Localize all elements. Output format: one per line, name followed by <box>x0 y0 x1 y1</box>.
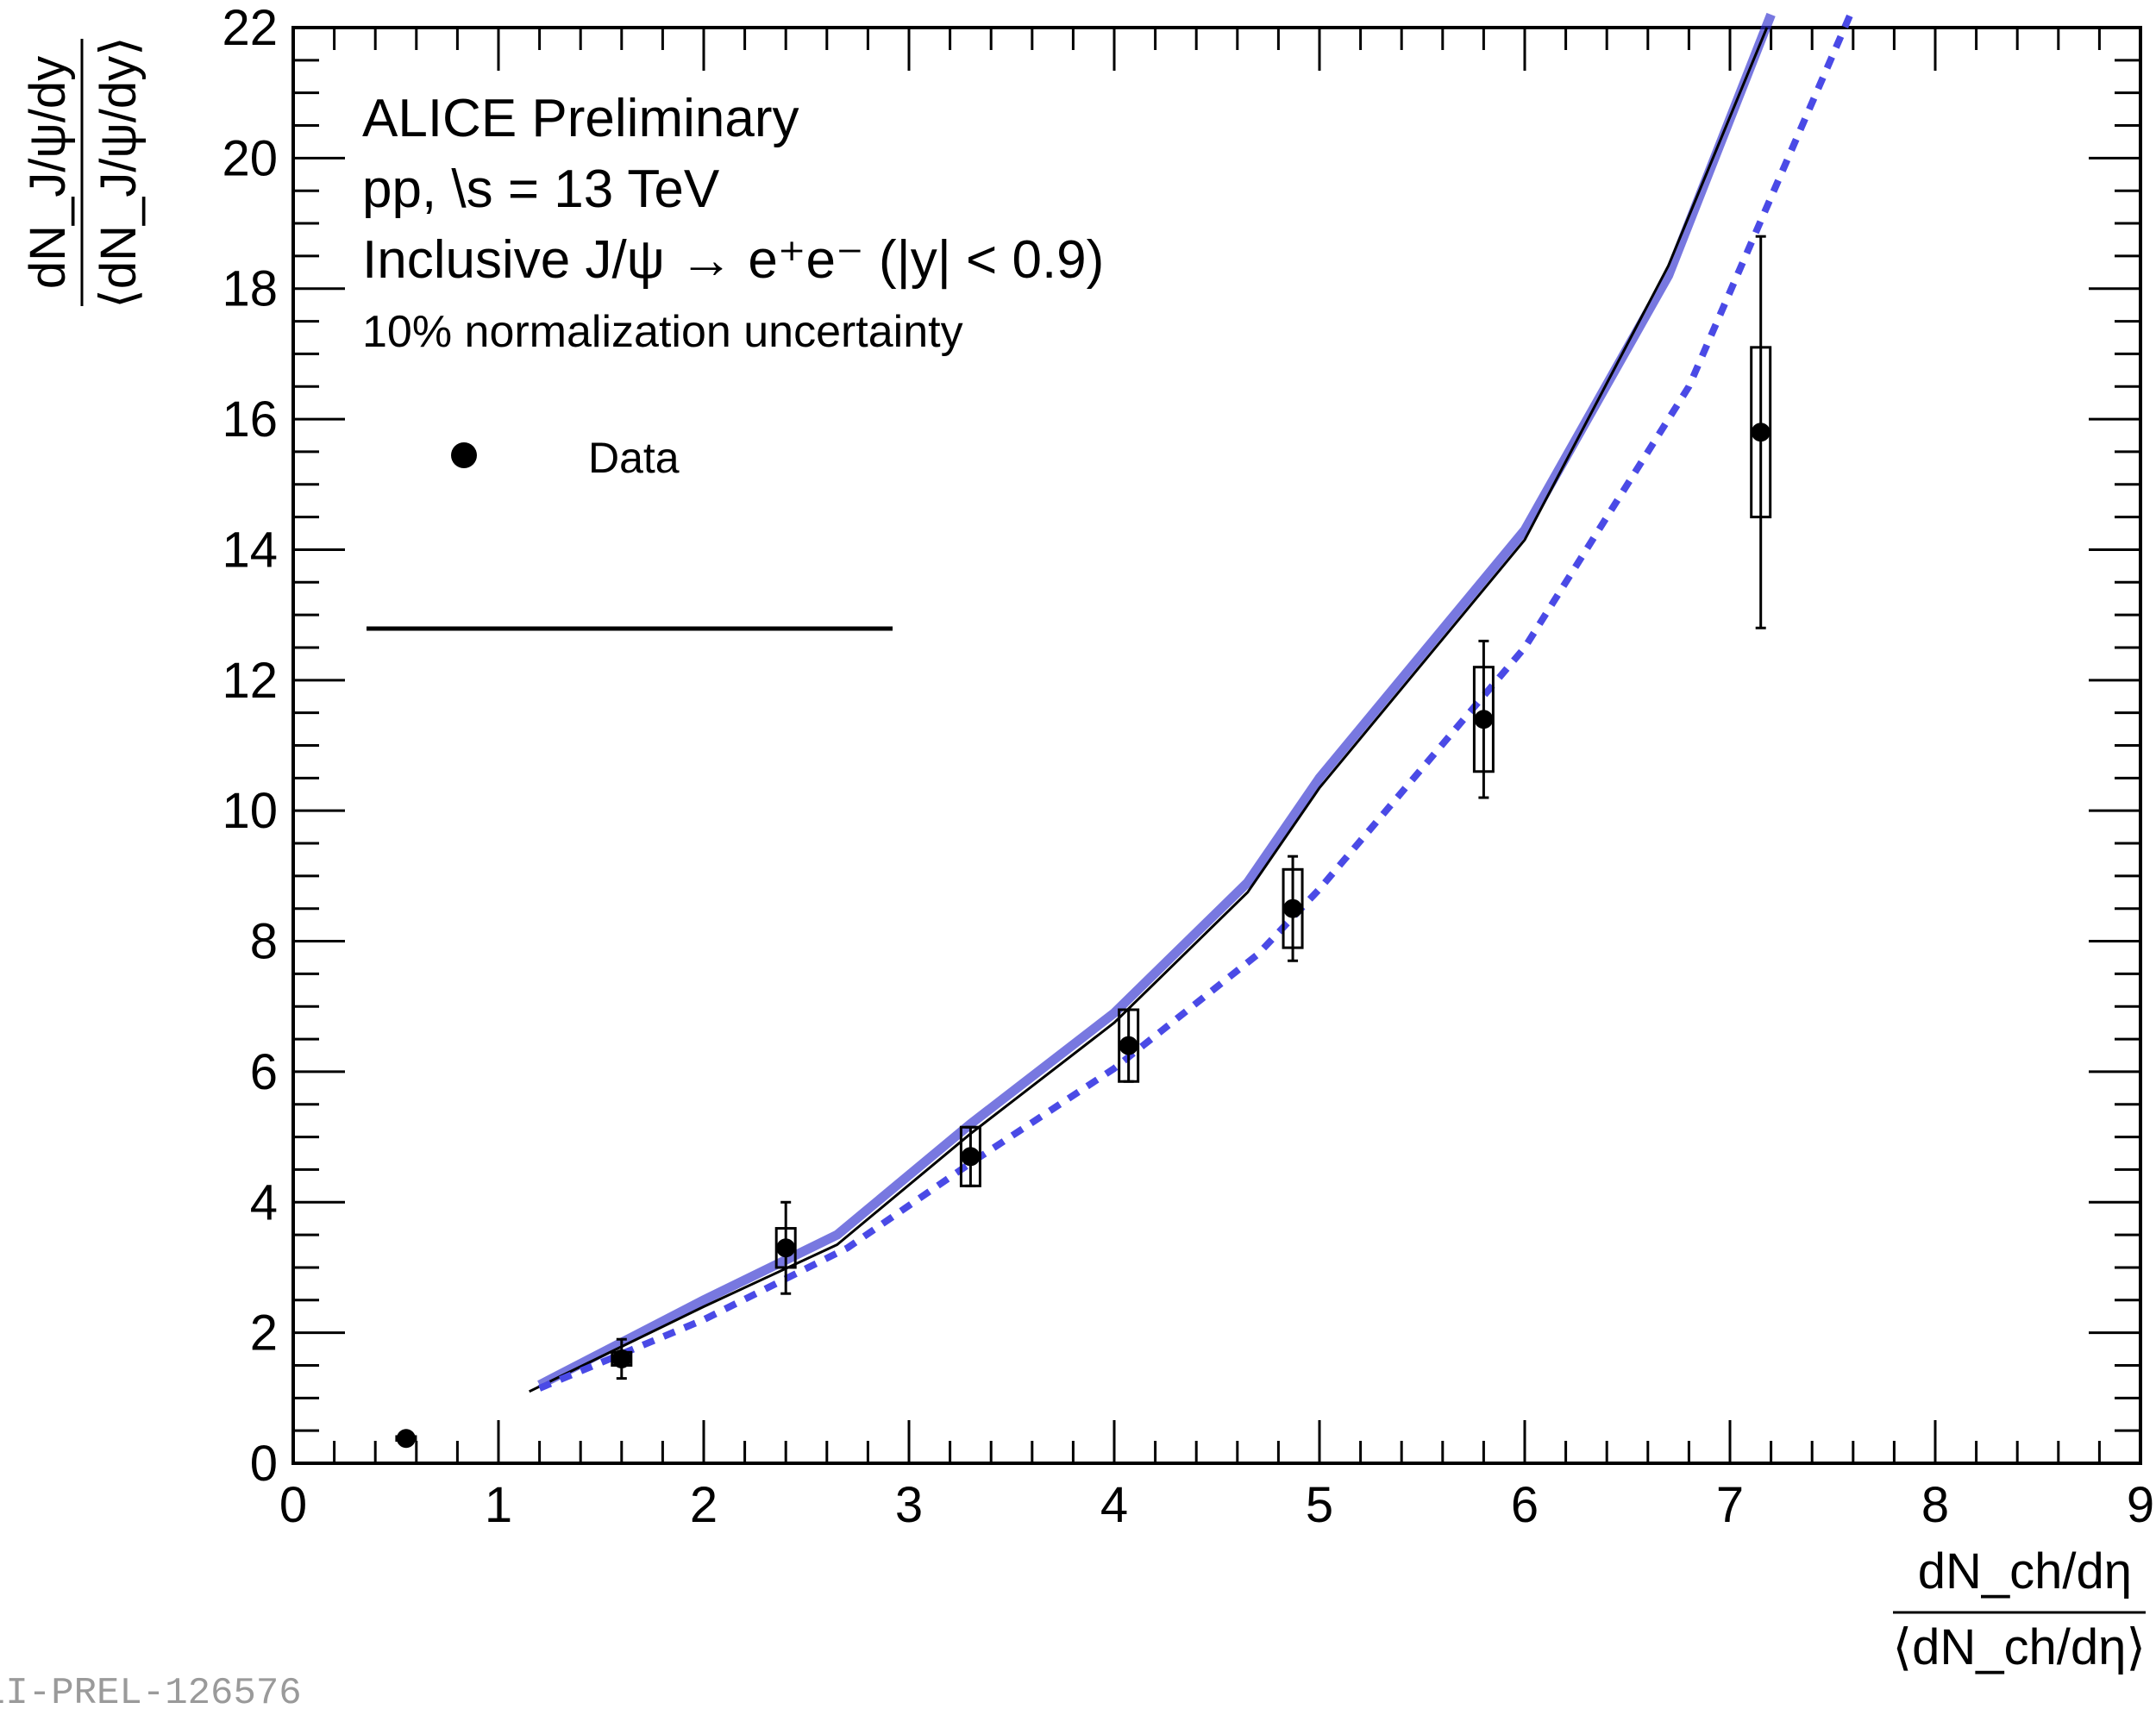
legend-marker-data <box>451 442 477 468</box>
model-band-curve <box>537 12 1776 1390</box>
y-tick-label: 8 <box>250 914 278 970</box>
y-axis-label-numerator: dN_J/ψ/dy <box>20 56 76 289</box>
data-marker <box>1751 423 1771 442</box>
y-tick-label: 0 <box>250 1436 278 1492</box>
watermark-label: LI-PREL-126576 <box>0 1672 302 1709</box>
annotation-normalization: 10% normalization uncertainty <box>362 307 963 357</box>
y-axis-label: dN_J/ψ/dy ⟨dN_J/ψ/dy⟩ <box>20 36 147 309</box>
y-tick-label: 12 <box>222 653 278 709</box>
x-axis-label: dN_ch/dη ⟨dN_ch/dη⟩ <box>1892 1543 2146 1675</box>
x-tick-label: 5 <box>1306 1477 1333 1533</box>
data-point <box>611 1337 633 1380</box>
y-tick-label: 2 <box>250 1305 278 1362</box>
y-tick-label: 10 <box>222 783 278 839</box>
model-curves <box>529 6 1857 1393</box>
data-marker <box>776 1238 796 1258</box>
data-point <box>1118 1008 1140 1083</box>
data-marker <box>611 1349 631 1368</box>
annotation-system: pp, \s = 13 TeV <box>362 160 720 219</box>
x-tick-label: 1 <box>485 1477 512 1533</box>
x-axis-label-numerator: dN_ch/dη <box>1918 1543 2132 1599</box>
x-tick-label: 3 <box>895 1477 923 1533</box>
x-tick-label: 4 <box>1100 1477 1128 1533</box>
data-point <box>1750 235 1772 629</box>
x-tick-label: 6 <box>1511 1477 1539 1533</box>
data-point <box>1472 639 1495 799</box>
axis-ticks <box>291 26 2142 1465</box>
x-tick-label: 7 <box>1716 1477 1744 1533</box>
x-tick-label: 8 <box>1921 1477 1949 1533</box>
data-points <box>395 235 1772 1449</box>
legend-label-data: Data <box>588 434 680 482</box>
y-axis-label-denominator: ⟨dN_J/ψ/dy⟩ <box>91 36 147 309</box>
legend: Data <box>367 434 893 631</box>
data-marker <box>961 1147 981 1167</box>
model-line-curve <box>529 27 1769 1393</box>
x-tick-label: 2 <box>690 1477 718 1533</box>
data-marker <box>396 1429 416 1449</box>
y-tick-label: 18 <box>222 261 278 317</box>
y-tick-label: 22 <box>222 0 278 56</box>
data-point <box>959 1125 981 1187</box>
y-tick-label: 4 <box>250 1174 278 1230</box>
annotation-experiment: ALICE Preliminary <box>362 89 799 148</box>
x-tick-label: 9 <box>2127 1477 2154 1533</box>
y-tick-label: 16 <box>222 391 278 448</box>
data-point <box>774 1200 797 1295</box>
data-point <box>395 1429 417 1449</box>
y-tick-label: 20 <box>222 130 278 186</box>
y-tick-label: 14 <box>222 522 278 578</box>
data-marker <box>1474 710 1494 729</box>
y-tick-label: 6 <box>250 1044 278 1100</box>
annotation-selection: Inclusive J/ψ → e⁺e⁻ (|y| < 0.9) <box>362 230 1104 290</box>
data-point <box>1282 854 1304 962</box>
x-tick-label: 0 <box>279 1477 307 1533</box>
model-dashed-curve <box>538 6 1857 1392</box>
annotation-block: ALICE Preliminary pp, \s = 13 TeV Inclus… <box>362 89 1104 357</box>
data-marker <box>1283 898 1303 918</box>
data-marker <box>1119 1036 1138 1055</box>
x-axis-label-denominator: ⟨dN_ch/dη⟩ <box>1892 1619 2146 1675</box>
